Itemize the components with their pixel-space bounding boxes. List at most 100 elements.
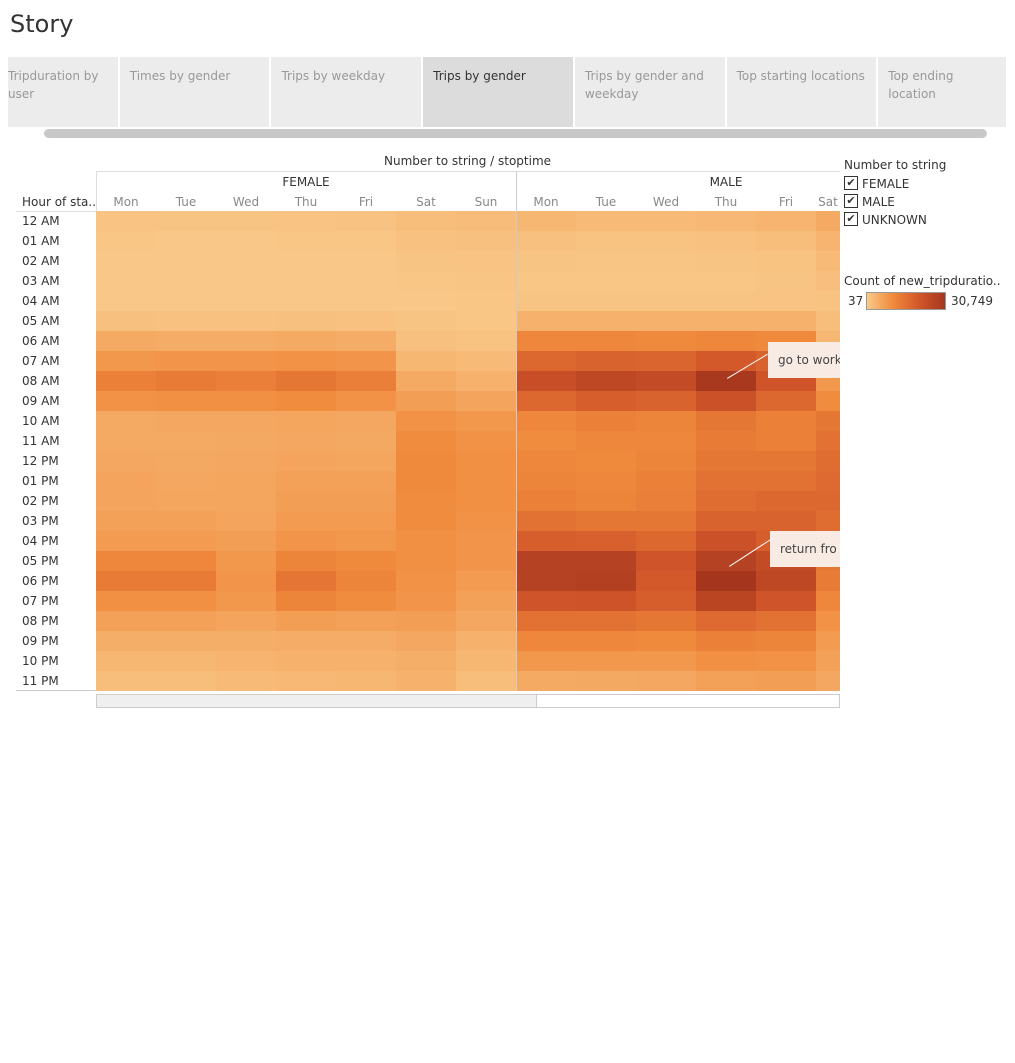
- heatmap-cell[interactable]: [156, 671, 216, 691]
- heatmap-cell[interactable]: [156, 511, 216, 531]
- heatmap-cell[interactable]: [456, 511, 516, 531]
- heatmap-cell[interactable]: [756, 251, 816, 271]
- heatmap-cell[interactable]: [516, 631, 576, 651]
- heatmap-cell[interactable]: [696, 391, 756, 411]
- heatmap-cell[interactable]: [396, 231, 456, 251]
- heatmap-cell[interactable]: [96, 411, 156, 431]
- heatmap-cell[interactable]: [696, 431, 756, 451]
- filter-item-male[interactable]: ✔ MALE: [844, 194, 895, 210]
- heatmap-cell[interactable]: [696, 231, 756, 251]
- heatmap-cell[interactable]: [456, 571, 516, 591]
- heatmap-cell[interactable]: [336, 451, 396, 471]
- heatmap-cell[interactable]: [696, 311, 756, 331]
- checkbox-icon[interactable]: ✔: [844, 194, 858, 208]
- annotation-evening[interactable]: return fro: [770, 531, 840, 567]
- heatmap-cell[interactable]: [336, 411, 396, 431]
- heatmap-cell[interactable]: [456, 271, 516, 291]
- heatmap-cell[interactable]: [396, 551, 456, 571]
- heatmap-cell[interactable]: [396, 351, 456, 371]
- heatmap-cell[interactable]: [456, 451, 516, 471]
- tab-times-by-gender[interactable]: Times by gender: [119, 57, 270, 127]
- heatmap-cell[interactable]: [216, 431, 276, 451]
- heatmap-cell[interactable]: [336, 331, 396, 351]
- heatmap-cell[interactable]: [636, 671, 696, 691]
- heatmap-cell[interactable]: [696, 251, 756, 271]
- heatmap-cell[interactable]: [276, 591, 336, 611]
- heatmap-cell[interactable]: [576, 631, 636, 651]
- heatmap-cell[interactable]: [456, 491, 516, 511]
- heatmap-cell[interactable]: [516, 251, 576, 271]
- heatmap-cell[interactable]: [516, 451, 576, 471]
- heatmap-cell[interactable]: [696, 451, 756, 471]
- heatmap-cell[interactable]: [456, 371, 516, 391]
- heatmap-cell[interactable]: [336, 251, 396, 271]
- heatmap-cell[interactable]: [276, 371, 336, 391]
- heatmap-cell[interactable]: [756, 591, 816, 611]
- heatmap-cell[interactable]: [456, 351, 516, 371]
- heatmap-cell[interactable]: [396, 651, 456, 671]
- heatmap-cell[interactable]: [456, 591, 516, 611]
- heatmap-cell[interactable]: [516, 551, 576, 571]
- heatmap-cell[interactable]: [576, 331, 636, 351]
- heatmap-cell[interactable]: [276, 611, 336, 631]
- heatmap-cell[interactable]: [576, 611, 636, 631]
- heatmap-cell[interactable]: [276, 551, 336, 571]
- heatmap-cell[interactable]: [216, 571, 276, 591]
- heatmap-cell[interactable]: [456, 651, 516, 671]
- heatmap-cell[interactable]: [756, 431, 816, 451]
- heatmap-cell[interactable]: [636, 231, 696, 251]
- heatmap-cell[interactable]: [156, 351, 216, 371]
- heatmap-cell[interactable]: [516, 471, 576, 491]
- heatmap-cell[interactable]: [816, 651, 840, 671]
- heatmap-cell[interactable]: [396, 251, 456, 271]
- heatmap-cell[interactable]: [336, 631, 396, 651]
- heatmap-cell[interactable]: [816, 591, 840, 611]
- heatmap-cell[interactable]: [396, 271, 456, 291]
- heatmap-cell[interactable]: [576, 391, 636, 411]
- heatmap-cell[interactable]: [396, 411, 456, 431]
- heatmap-cell[interactable]: [816, 411, 840, 431]
- heatmap-cell[interactable]: [156, 311, 216, 331]
- heatmap-cell[interactable]: [216, 411, 276, 431]
- heatmap-cell[interactable]: [576, 411, 636, 431]
- heatmap-cell[interactable]: [636, 211, 696, 231]
- heatmap-cell[interactable]: [216, 611, 276, 631]
- heatmap-cell[interactable]: [636, 351, 696, 371]
- heatmap-cell[interactable]: [636, 251, 696, 271]
- heatmap-cell[interactable]: [696, 591, 756, 611]
- heatmap-cell[interactable]: [636, 611, 696, 631]
- heatmap-cell[interactable]: [696, 291, 756, 311]
- heatmap-cell[interactable]: [96, 391, 156, 411]
- heatmap-cell[interactable]: [576, 291, 636, 311]
- heatmap-cell[interactable]: [396, 311, 456, 331]
- heatmap-cell[interactable]: [96, 231, 156, 251]
- heatmap-cell[interactable]: [336, 431, 396, 451]
- heatmap-cell[interactable]: [456, 631, 516, 651]
- heatmap-cell[interactable]: [636, 311, 696, 331]
- heatmap-cell[interactable]: [276, 351, 336, 371]
- heatmap-cell[interactable]: [456, 531, 516, 551]
- heatmap-cell[interactable]: [696, 651, 756, 671]
- heatmap-cell[interactable]: [456, 551, 516, 571]
- heatmap-cell[interactable]: [816, 631, 840, 651]
- heatmap-cell[interactable]: [636, 631, 696, 651]
- heatmap-cell[interactable]: [396, 531, 456, 551]
- heatmap-cell[interactable]: [516, 491, 576, 511]
- heatmap-cell[interactable]: [336, 271, 396, 291]
- heatmap-cell[interactable]: [156, 531, 216, 551]
- heatmap-cell[interactable]: [156, 591, 216, 611]
- heatmap-cell[interactable]: [816, 491, 840, 511]
- heatmap-cell[interactable]: [576, 371, 636, 391]
- heatmap-cell[interactable]: [336, 531, 396, 551]
- heatmap-cell[interactable]: [276, 231, 336, 251]
- heatmap-cell[interactable]: [516, 211, 576, 231]
- heatmap-cell[interactable]: [576, 491, 636, 511]
- heatmap[interactable]: [96, 211, 840, 691]
- heatmap-cell[interactable]: [156, 471, 216, 491]
- heatmap-cell[interactable]: [156, 571, 216, 591]
- heatmap-cell[interactable]: [516, 651, 576, 671]
- heatmap-cell[interactable]: [456, 251, 516, 271]
- heatmap-cell[interactable]: [276, 451, 336, 471]
- heatmap-cell[interactable]: [576, 211, 636, 231]
- heatmap-cell[interactable]: [276, 271, 336, 291]
